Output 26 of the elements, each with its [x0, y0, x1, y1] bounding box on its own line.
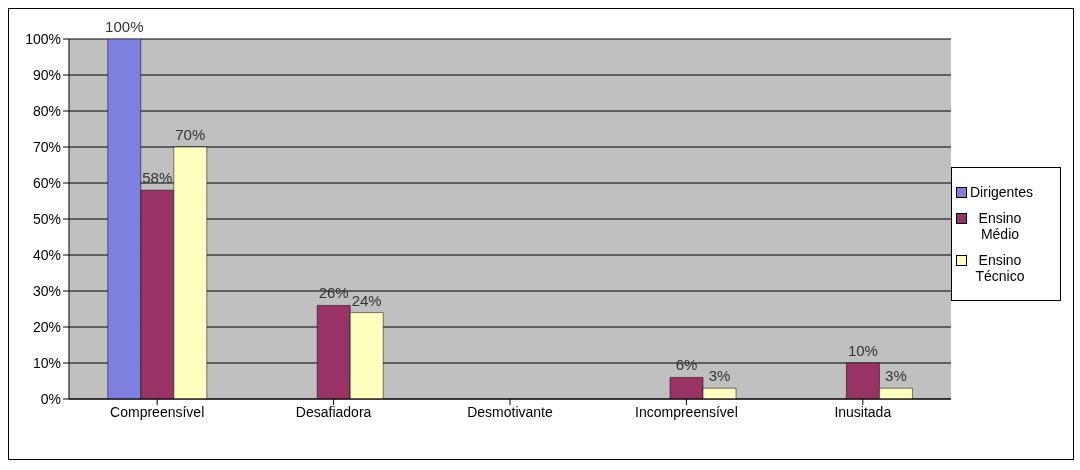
y-tick-label: 60% — [32, 174, 61, 191]
data-label: 100% — [105, 18, 144, 35]
x-tick-label: Desmotivante — [467, 403, 554, 420]
y-tick-label: 100% — [25, 30, 61, 47]
legend-label: Dirigentes — [970, 184, 1034, 200]
data-label: 58% — [142, 169, 173, 187]
y-tick-label: 90% — [32, 66, 61, 83]
y-tick-label: 50% — [32, 210, 61, 227]
data-label: 24% — [351, 291, 382, 309]
y-tick-label: 70% — [32, 138, 61, 155]
y-tick-label: 40% — [32, 246, 61, 263]
x-tick-label: Desafiadora — [295, 403, 372, 420]
data-label: 3% — [885, 367, 907, 385]
x-tick-label: Incompreensível — [635, 403, 738, 420]
legend-label: Ensino Técnico — [974, 252, 1026, 284]
y-tick-label: 10% — [32, 354, 61, 371]
data-label: 3% — [708, 367, 731, 385]
x-tick-label: Compreensível — [110, 403, 205, 420]
data-label: 70% — [175, 126, 206, 143]
y-tick-label: 30% — [32, 282, 61, 299]
data-label: 10% — [847, 342, 878, 359]
y-tick-label: 80% — [32, 102, 61, 119]
y-tick-label: 20% — [32, 318, 61, 335]
y-tick-label: 0% — [40, 390, 61, 407]
legend-label: Ensino Médio — [977, 210, 1023, 242]
x-tick-label: Inusitada — [834, 403, 892, 420]
